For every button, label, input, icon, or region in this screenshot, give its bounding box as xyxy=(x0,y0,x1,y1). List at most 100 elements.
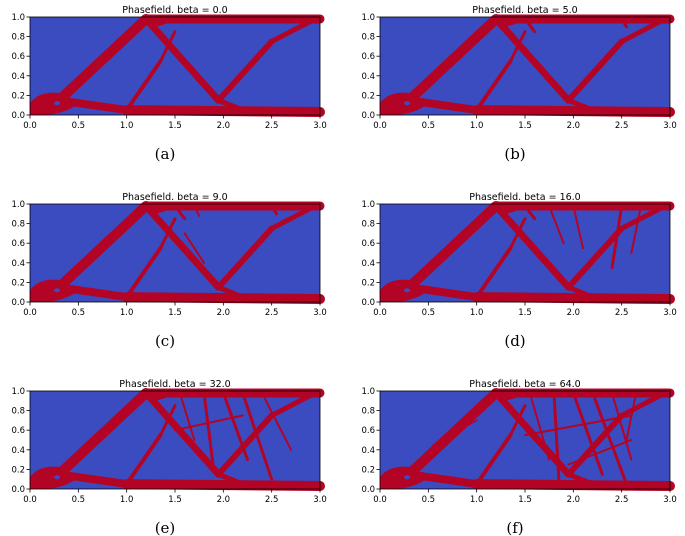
panel-f: 0.0 0.5 1.0 1.5 2.0 2.5 3.0 0.0 0.2 0.4 0.6 0.8 1.0 P… xyxy=(361,379,676,536)
panel-title: Phasefield. beta = 16.0 xyxy=(469,192,580,203)
material-member xyxy=(159,404,177,437)
material-member xyxy=(503,206,518,214)
material-member xyxy=(215,412,275,478)
x-tick-label: 0.0 xyxy=(23,121,37,131)
x-tick-label: 0.0 xyxy=(373,495,387,505)
material-member xyxy=(221,391,249,462)
phasefield-material xyxy=(30,200,325,305)
x-tick-label: 3.0 xyxy=(313,308,327,318)
material-member xyxy=(492,15,572,104)
material-member xyxy=(405,96,481,115)
material-member xyxy=(153,19,168,27)
material-member xyxy=(216,284,246,300)
x-tick-label: 2.5 xyxy=(615,121,629,131)
material-member xyxy=(523,17,537,34)
support-hole xyxy=(404,288,411,293)
material-member xyxy=(124,246,163,300)
x-tick-label: 3.0 xyxy=(313,121,327,131)
material-member xyxy=(611,391,633,461)
y-tick-label: 1.0 xyxy=(361,200,375,210)
material-member xyxy=(524,414,633,437)
phasefield-material xyxy=(30,13,325,118)
material-member xyxy=(619,390,668,418)
material-member xyxy=(571,391,604,476)
material-member xyxy=(269,203,318,231)
y-tick-label: 0.6 xyxy=(361,239,375,249)
panel-caption: (d) xyxy=(504,332,525,350)
material-member xyxy=(509,30,527,63)
y-tick-label: 1.0 xyxy=(11,200,25,210)
x-tick-label: 2.0 xyxy=(567,495,581,505)
y-tick-label: 1.0 xyxy=(361,387,375,397)
material-member xyxy=(404,13,501,106)
x-tick-label: 1.5 xyxy=(168,495,182,505)
material-member xyxy=(55,96,131,115)
material-member xyxy=(474,59,513,113)
material-member xyxy=(142,15,222,104)
phasefield-material xyxy=(380,13,675,118)
panel-b: 0.0 0.5 1.0 1.5 2.0 2.5 3.0 0.0 0.2 0.4 0.6 0.8 1.0 P… xyxy=(361,5,676,163)
panel-caption: (f) xyxy=(506,519,523,536)
material-member xyxy=(630,204,642,254)
material-member xyxy=(142,389,222,478)
y-tick-label: 0.4 xyxy=(361,259,375,269)
phasefield-material xyxy=(30,387,325,492)
material-member xyxy=(492,202,572,291)
x-tick-label: 1.0 xyxy=(470,121,484,131)
y-tick-label: 0.6 xyxy=(11,52,25,62)
material-member xyxy=(193,204,201,217)
material-member xyxy=(471,479,675,492)
material-member xyxy=(270,204,278,216)
y-tick-label: 0.2 xyxy=(361,465,375,475)
x-tick-label: 1.5 xyxy=(518,121,532,131)
x-tick-label: 2.5 xyxy=(265,121,279,131)
support-hole xyxy=(54,101,61,106)
y-tick-label: 0.6 xyxy=(361,426,375,436)
x-tick-label: 1.0 xyxy=(120,121,134,131)
x-tick-label: 2.5 xyxy=(265,308,279,318)
material-member xyxy=(269,390,318,418)
y-tick-label: 0.2 xyxy=(11,278,25,288)
y-tick-label: 0.0 xyxy=(361,111,375,121)
y-tick-label: 0.6 xyxy=(361,52,375,62)
x-tick-label: 3.0 xyxy=(663,495,677,505)
material-member xyxy=(173,204,187,221)
phasefield-material xyxy=(380,387,675,492)
material-member xyxy=(619,16,668,44)
x-tick-label: 2.0 xyxy=(567,121,581,131)
x-tick-label: 2.5 xyxy=(615,495,629,505)
y-tick-label: 0.4 xyxy=(11,259,25,269)
support-hole xyxy=(54,288,61,293)
material-member xyxy=(124,433,163,487)
material-member xyxy=(153,206,168,214)
material-member xyxy=(509,217,527,250)
material-member xyxy=(528,391,551,461)
x-tick-label: 0.5 xyxy=(72,495,86,505)
x-tick-label: 2.0 xyxy=(217,121,231,131)
panel-caption: (e) xyxy=(155,519,176,536)
x-tick-label: 0.5 xyxy=(72,121,86,131)
material-member xyxy=(215,225,275,291)
material-member xyxy=(620,17,628,29)
support-region xyxy=(30,466,74,489)
material-member xyxy=(54,387,151,480)
panel-title: Phasefield. beta = 9.0 xyxy=(122,192,227,203)
y-tick-label: 0.4 xyxy=(11,446,25,456)
material-member xyxy=(552,391,561,481)
x-tick-label: 0.5 xyxy=(422,121,436,131)
x-tick-label: 0.0 xyxy=(23,495,37,505)
x-tick-label: 0.0 xyxy=(373,121,387,131)
y-tick-label: 0.4 xyxy=(11,72,25,82)
material-member xyxy=(216,97,246,113)
panel-caption: (a) xyxy=(155,145,176,163)
panel-caption: (c) xyxy=(155,332,175,350)
y-tick-label: 1.0 xyxy=(11,387,25,397)
x-tick-label: 2.0 xyxy=(567,308,581,318)
x-tick-label: 0.0 xyxy=(373,308,387,318)
material-member xyxy=(241,391,274,481)
x-tick-label: 1.5 xyxy=(168,121,182,131)
x-tick-label: 0.5 xyxy=(422,495,436,505)
material-member xyxy=(124,59,163,113)
material-member xyxy=(121,105,325,118)
